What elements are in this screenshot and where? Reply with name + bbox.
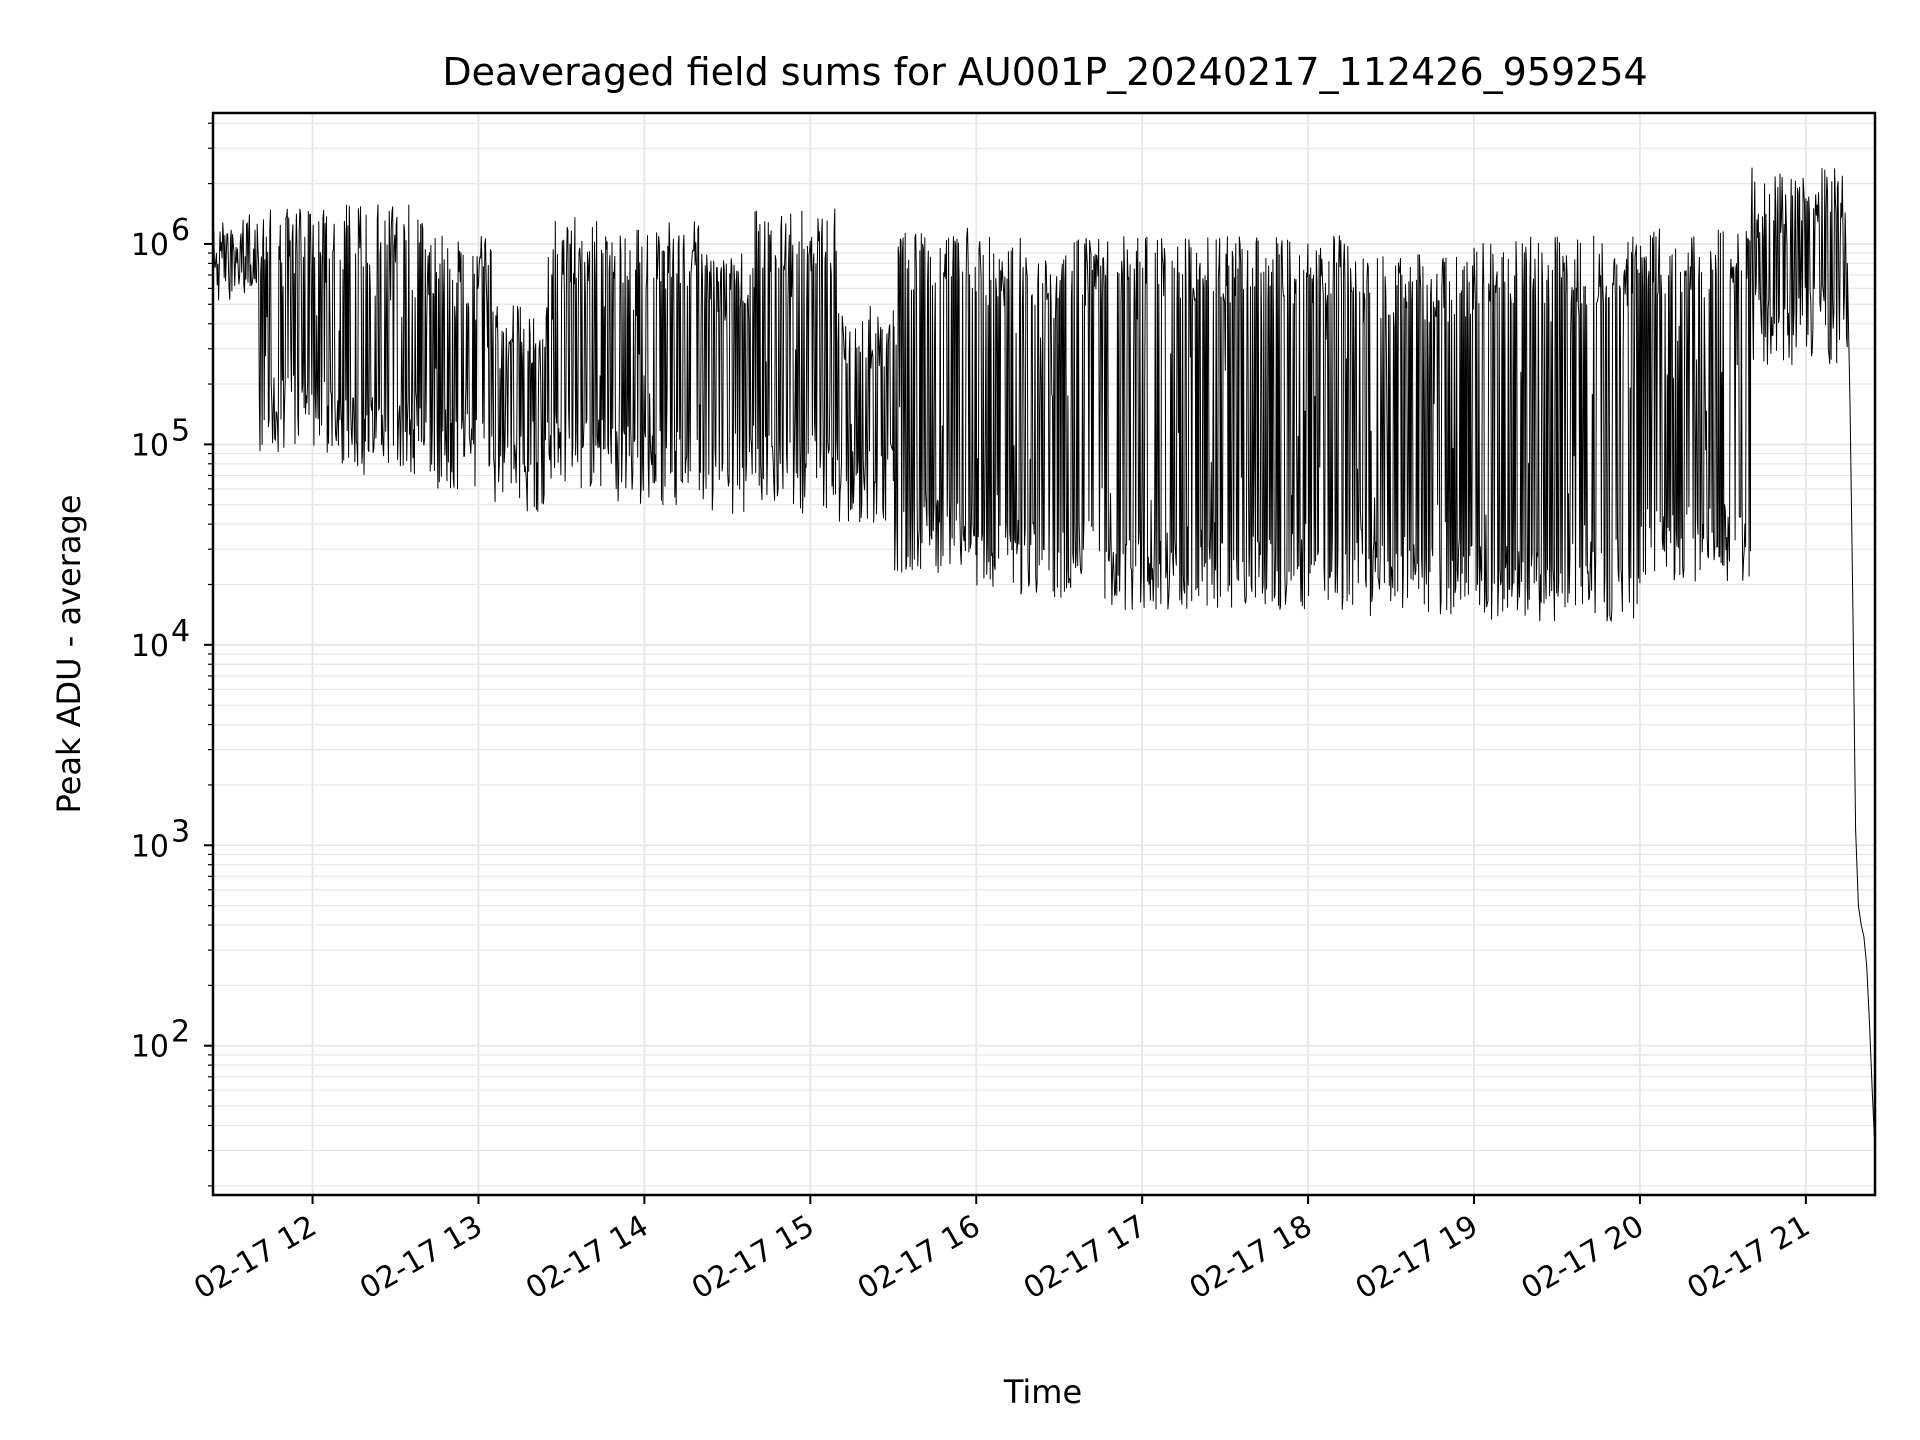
y-tick-label-exponent: 3 (171, 814, 190, 849)
y-axis-title: Peak ADU - average (50, 495, 88, 814)
grid (213, 113, 1875, 1195)
x-tick-label: 02-17 18 (1184, 1209, 1318, 1307)
y-tick-label-exponent: 4 (171, 614, 190, 649)
x-tick-label: 02-17 17 (1018, 1209, 1152, 1307)
x-tick-label: 02-17 14 (520, 1209, 654, 1307)
x-tick-label: 02-17 12 (188, 1209, 322, 1307)
x-tick-label: 02-17 13 (354, 1209, 488, 1307)
y-tick-label-exponent: 5 (171, 413, 190, 448)
x-tick-label: 02-17 20 (1516, 1209, 1650, 1307)
y-tick-label: 10 (131, 228, 169, 263)
series-line (212, 167, 1876, 1151)
x-tick-label: 02-17 19 (1350, 1209, 1484, 1307)
y-tick-label: 10 (131, 829, 169, 864)
x-tick-label: 02-17 15 (686, 1209, 820, 1307)
x-axis-title: Time (1003, 1373, 1082, 1411)
chart-title: Deaveraged field sums for AU001P_2024021… (442, 50, 1647, 94)
x-tick-label: 02-17 16 (852, 1209, 986, 1307)
y-tick-label-exponent: 6 (171, 213, 190, 248)
y-tick-label: 10 (131, 428, 169, 463)
y-tick-label: 10 (131, 629, 169, 664)
series-layer (212, 167, 1876, 1151)
y-tick-label: 10 (131, 1030, 169, 1065)
x-tick-label: 02-17 21 (1682, 1209, 1816, 1307)
y-tick-label-exponent: 2 (171, 1015, 190, 1050)
